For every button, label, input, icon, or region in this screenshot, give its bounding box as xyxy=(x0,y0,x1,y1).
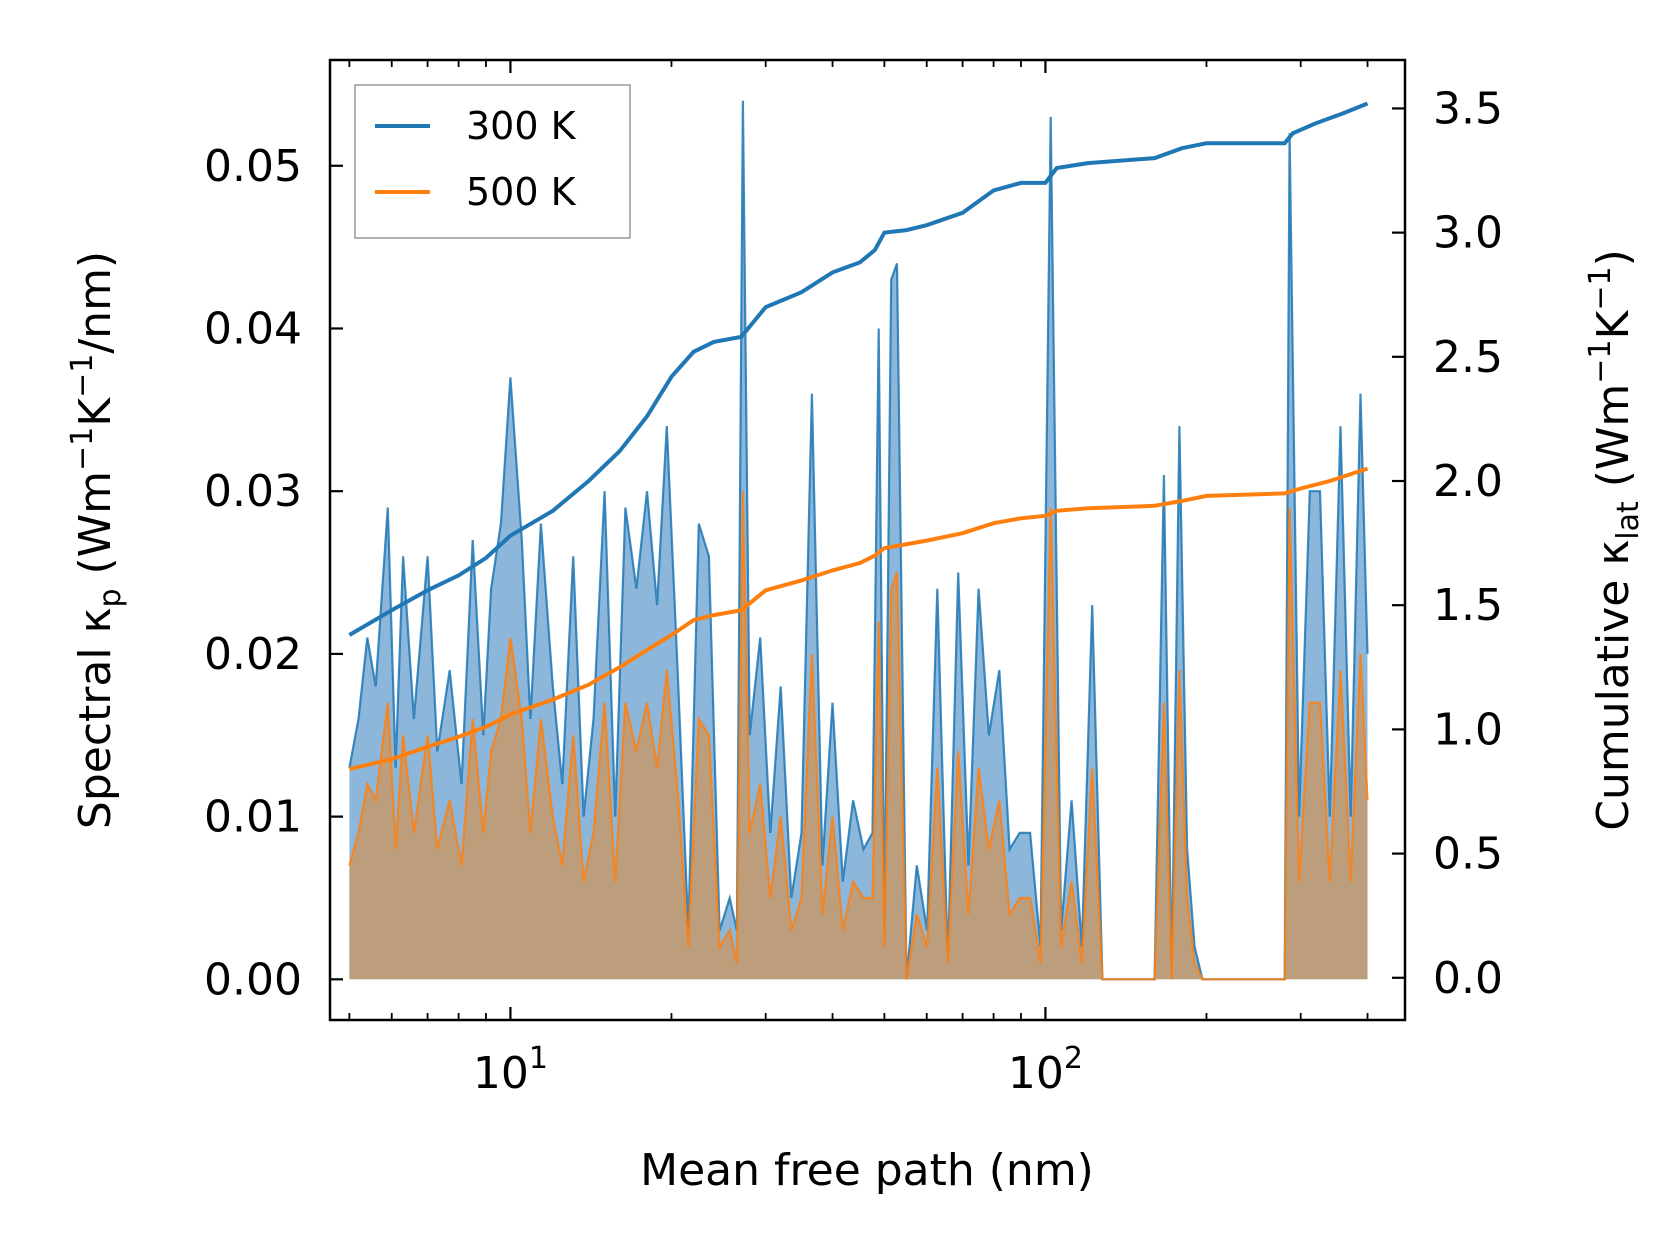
y-left-tick-label: 0.05 xyxy=(204,141,302,192)
y-right-tick-label: 1.5 xyxy=(1433,580,1503,631)
y-left-tick-label: 0.03 xyxy=(204,466,302,517)
cumulative-line-300k xyxy=(348,101,1369,637)
legend-label-500k: 500 K xyxy=(466,170,577,214)
y-left-tick-label: 0.00 xyxy=(204,954,302,1005)
spectral-line-500k xyxy=(348,491,1369,981)
y-axis-right-title: Cumulative κlat (Wm−1K−1) xyxy=(1583,249,1646,831)
x-axis: 101 102 xyxy=(348,60,1369,1099)
y-right-tick-label: 2.0 xyxy=(1433,456,1503,507)
cumulative-layer xyxy=(348,101,1369,772)
legend-box xyxy=(354,84,631,239)
y-axis-right: 0.0 0.5 1.0 1.5 2.0 2.5 3.0 3.5 xyxy=(1392,83,1503,1004)
y-left-tick-label: 0.04 xyxy=(204,303,302,354)
cumulative-line-500k xyxy=(348,466,1369,772)
spectral-layer xyxy=(348,100,1369,981)
spectral-line-300k xyxy=(348,100,1369,981)
x-tick-label: 102 xyxy=(1008,1041,1083,1099)
y-right-tick-label: 2.5 xyxy=(1433,332,1503,383)
y-right-tick-label: 1.0 xyxy=(1433,704,1503,755)
legend-label-300k: 300 K xyxy=(466,104,577,148)
y-axis-left-title: Spectral κp (Wm−1K−1/nm) xyxy=(65,251,128,829)
plot-area-frame xyxy=(328,58,1407,1022)
y-left-tick-label: 0.02 xyxy=(204,629,302,680)
y-right-tick-label: 3.5 xyxy=(1433,83,1503,134)
y-left-tick-label: 0.01 xyxy=(204,792,302,843)
x-axis-title: Mean free path (nm) xyxy=(640,1145,1094,1196)
y-right-tick-label: 0.0 xyxy=(1433,953,1503,1004)
y-right-tick-label: 3.0 xyxy=(1433,208,1503,259)
y-axis-left: 0.00 0.01 0.02 0.03 0.04 0.05 xyxy=(204,141,343,1005)
legend: 300 K 500 K xyxy=(354,84,631,239)
y-right-tick-label: 0.5 xyxy=(1433,829,1503,880)
spectral-area-500k xyxy=(349,491,1368,980)
x-tick-label: 101 xyxy=(473,1041,548,1099)
